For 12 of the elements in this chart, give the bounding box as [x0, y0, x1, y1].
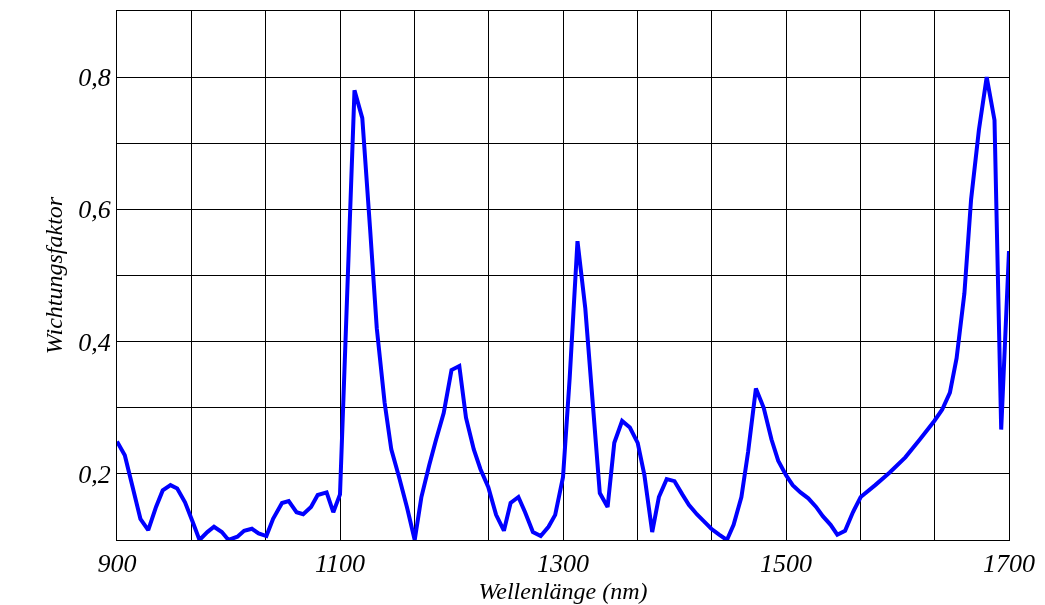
x-tick-label: 1300	[537, 549, 589, 579]
x-tick-label: 1100	[314, 549, 366, 579]
x-axis-title: Wellenlänge (nm)	[478, 578, 648, 605]
y-tick-label: 0,2	[78, 459, 111, 489]
line-series	[117, 75, 1009, 540]
x-tick-label: 1700	[983, 549, 1035, 579]
y-tick-label: 0,6	[78, 195, 111, 225]
y-tick-label: 0,8	[78, 63, 111, 93]
x-tick-label: 1500	[760, 549, 812, 579]
x-tick-label: 900	[97, 549, 137, 579]
y-tick-label: 0,4	[78, 327, 111, 357]
y-axis-title: Wichtungsfaktor	[41, 196, 68, 355]
